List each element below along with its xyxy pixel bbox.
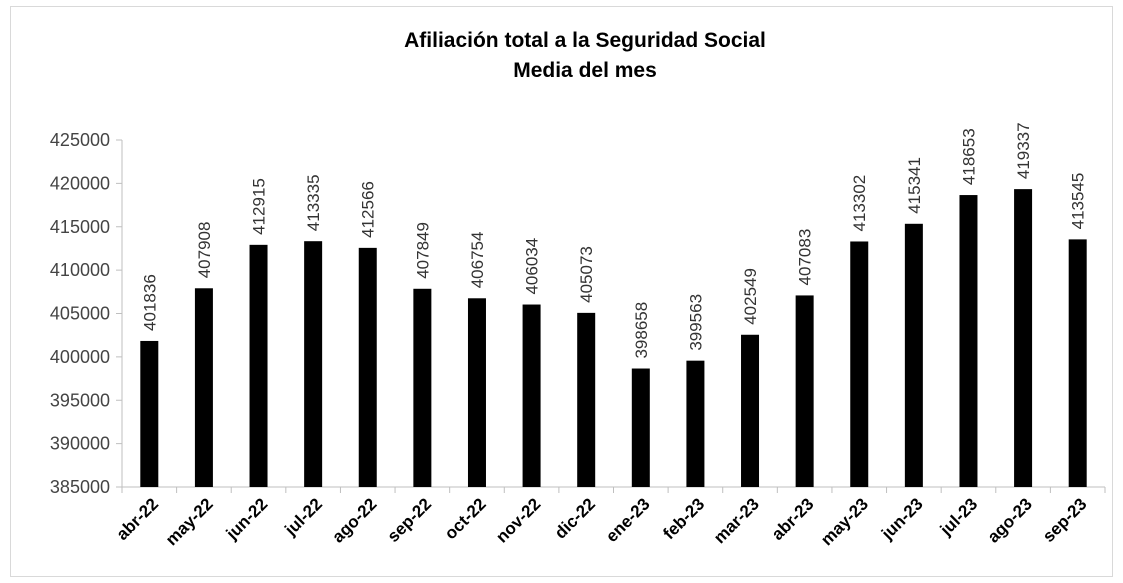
data-label: 398658 (632, 302, 651, 359)
bar (358, 247, 377, 487)
bar (1014, 189, 1033, 487)
data-label: 407908 (195, 222, 214, 279)
data-label: 406754 (468, 232, 487, 289)
data-label: 413335 (304, 174, 323, 231)
bar (959, 195, 978, 487)
y-tick-label: 395000 (50, 390, 110, 410)
data-label: 406034 (523, 238, 542, 295)
bar (140, 340, 159, 487)
bar (467, 298, 486, 487)
bar (194, 288, 213, 487)
data-label: 412915 (250, 178, 269, 235)
bar (904, 223, 923, 488)
bar (577, 312, 596, 487)
data-label: 407083 (796, 229, 815, 286)
y-tick-label: 385000 (50, 477, 110, 497)
data-label: 413545 (1069, 173, 1088, 230)
data-label: 412566 (359, 181, 378, 238)
bar (413, 288, 432, 487)
data-label: 401836 (140, 274, 159, 331)
data-label: 399563 (686, 294, 705, 351)
bar (850, 241, 869, 487)
bar (304, 241, 323, 487)
y-tick-label: 405000 (50, 304, 110, 324)
y-tick-label: 425000 (50, 130, 110, 150)
bar (686, 360, 705, 487)
data-label: 415341 (905, 157, 924, 214)
bar (741, 334, 760, 487)
bar (1068, 239, 1087, 487)
data-label: 407849 (413, 222, 432, 279)
bar (522, 304, 541, 487)
chart-title: Afiliación total a la Seguridad Social (404, 29, 766, 52)
data-label: 402549 (741, 268, 760, 325)
data-label: 418653 (959, 128, 978, 185)
data-label: 413302 (850, 175, 869, 232)
y-tick-label: 390000 (50, 434, 110, 454)
data-label: 419337 (1014, 122, 1033, 179)
y-tick-label: 420000 (50, 173, 110, 193)
y-tick-label: 410000 (50, 260, 110, 280)
y-tick-label: 415000 (50, 217, 110, 237)
y-tick-label: 400000 (50, 347, 110, 367)
bar (631, 368, 650, 487)
chart-subtitle: Media del mes (513, 59, 657, 82)
bar (795, 295, 814, 487)
data-label: 405073 (577, 246, 596, 303)
chart-frame (10, 6, 1113, 577)
bar (249, 244, 268, 487)
